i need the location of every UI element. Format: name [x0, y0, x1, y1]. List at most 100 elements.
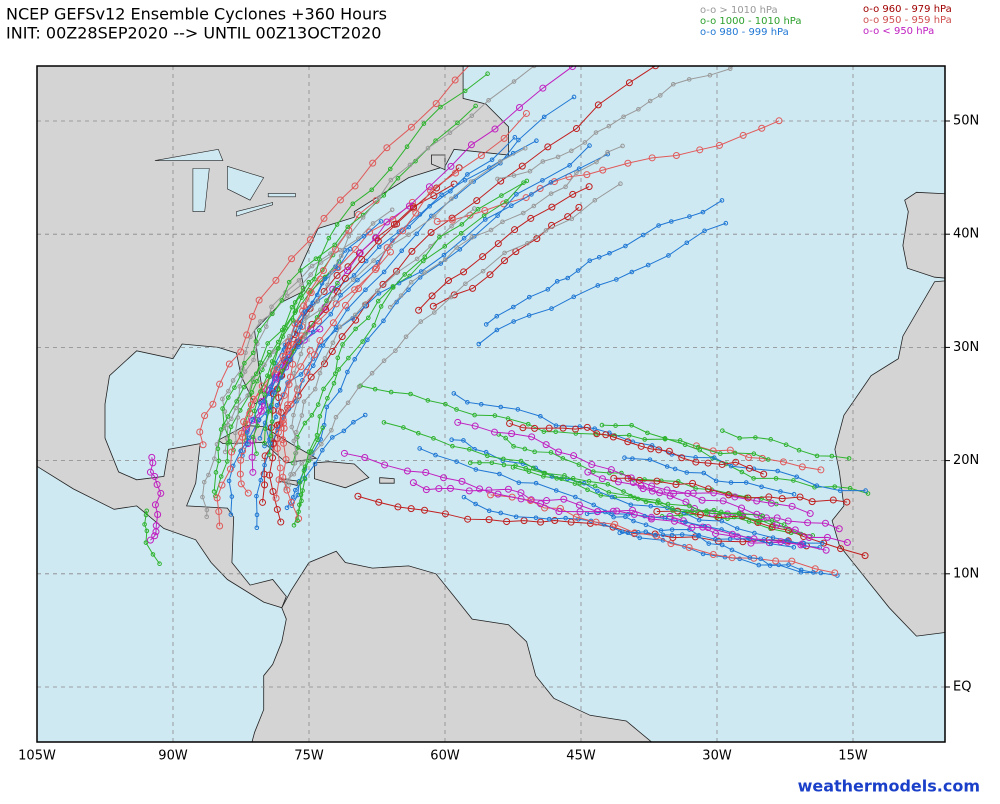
track-point	[395, 175, 401, 181]
track-point	[576, 462, 582, 467]
track-point	[614, 478, 622, 486]
track-point	[407, 162, 413, 168]
track-point	[251, 357, 256, 363]
track-point	[299, 460, 305, 466]
track-point	[143, 512, 149, 518]
track-point	[843, 539, 851, 547]
track-point	[237, 384, 242, 389]
track-point	[723, 220, 729, 226]
track-point	[537, 500, 545, 508]
track-point	[548, 191, 554, 196]
track-point	[687, 214, 692, 219]
track-point	[574, 170, 579, 175]
track-point	[238, 448, 243, 454]
track-point	[569, 148, 574, 154]
track-point	[804, 519, 812, 527]
track-point	[264, 324, 269, 329]
track-point	[571, 94, 577, 100]
track-point	[447, 162, 455, 170]
track-point	[469, 113, 475, 119]
track-point	[829, 453, 835, 459]
track-point	[555, 508, 563, 516]
track-point	[449, 223, 454, 229]
storm-track	[360, 385, 769, 460]
track-point	[265, 341, 270, 346]
track-point	[808, 498, 816, 506]
track-point	[531, 203, 537, 209]
track-point	[843, 498, 851, 506]
track-point	[383, 144, 391, 152]
track-point	[269, 304, 274, 310]
track-point	[472, 57, 478, 63]
track-point	[376, 244, 382, 250]
track-point	[274, 402, 280, 408]
track-point	[262, 362, 267, 368]
track-point	[669, 532, 675, 538]
track-point	[545, 424, 553, 432]
track-point	[519, 424, 527, 432]
track-point	[532, 449, 537, 455]
track-point	[685, 509, 690, 515]
storm-track	[418, 186, 590, 311]
track-point	[751, 451, 757, 457]
track-point	[301, 399, 307, 404]
track-point	[485, 71, 490, 77]
track-point	[284, 348, 292, 356]
track-point	[571, 425, 579, 433]
track-point	[548, 180, 554, 185]
track-point	[567, 163, 572, 168]
track-point	[284, 401, 292, 409]
track-point	[216, 458, 222, 464]
track-point	[316, 336, 324, 344]
track-point	[559, 476, 564, 482]
track-point	[491, 125, 499, 133]
track-point	[306, 287, 314, 295]
track-point	[279, 298, 285, 303]
track-point	[365, 337, 370, 343]
track-point	[655, 446, 663, 454]
track-point	[677, 438, 683, 443]
track-point	[767, 563, 773, 568]
track-point	[696, 146, 704, 154]
track-point	[773, 476, 779, 481]
track-point	[422, 486, 430, 494]
track-point	[254, 451, 259, 456]
track-point	[463, 281, 468, 287]
track-point	[513, 514, 519, 520]
track-point	[541, 114, 547, 120]
track-point	[394, 503, 402, 511]
track-point	[451, 76, 459, 84]
track-point	[501, 456, 506, 462]
track-point	[653, 508, 661, 516]
track-point	[656, 223, 661, 228]
track-point	[226, 388, 231, 394]
lon-label: 75W	[294, 749, 324, 764]
track-point	[306, 449, 312, 454]
land	[313, 461, 370, 489]
track-point	[719, 497, 727, 505]
track-point	[719, 542, 725, 548]
track-point	[245, 393, 250, 398]
track-point	[448, 216, 456, 224]
track-point	[443, 401, 448, 407]
track-point	[272, 276, 280, 284]
track-point	[625, 79, 633, 87]
track-point	[704, 459, 712, 467]
track-point	[389, 207, 395, 213]
track-point	[533, 515, 539, 521]
track-point	[527, 168, 533, 174]
track-point	[268, 384, 273, 389]
storm-track	[509, 422, 764, 475]
storm-track	[201, 147, 526, 517]
track-point	[744, 494, 752, 502]
track-point	[317, 370, 323, 376]
track-point	[479, 253, 487, 261]
track-point	[678, 513, 683, 518]
track-point	[587, 143, 592, 148]
track-point	[286, 279, 292, 285]
track-point	[312, 386, 318, 392]
track-point	[599, 422, 605, 428]
track-point	[798, 463, 806, 471]
track-point	[669, 219, 674, 224]
storm-track	[241, 140, 537, 456]
